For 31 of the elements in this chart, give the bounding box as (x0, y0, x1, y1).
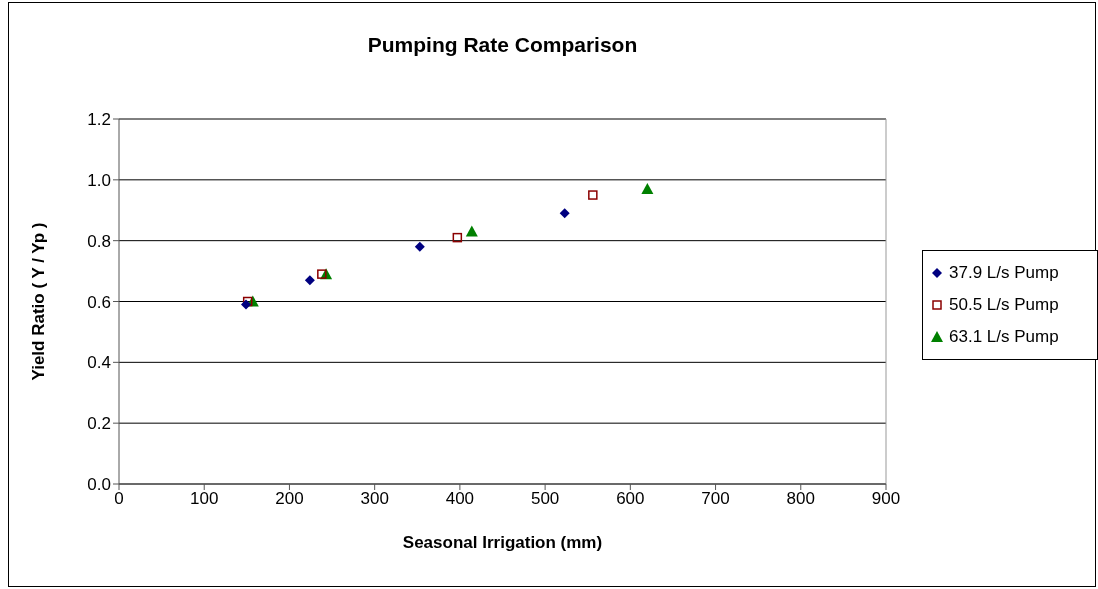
chart-title: Pumping Rate Comparison (366, 33, 639, 57)
y-tick-label: 0.2 (87, 414, 111, 434)
point (317, 269, 327, 279)
x-tick-label: 900 (871, 489, 901, 509)
legend-label: 50.5 L/s Pump (949, 295, 1059, 315)
y-tick-label: 1.2 (87, 110, 111, 130)
x-tick-label: 700 (701, 489, 730, 509)
point (414, 241, 425, 252)
point (588, 190, 598, 200)
y-tick-label: 0.6 (87, 292, 111, 312)
y-tick-label: 0.8 (87, 231, 111, 251)
x-axis-title: Seasonal Irrigation (mm) (402, 533, 603, 552)
legend-label: 37.9 L/s Pump (949, 263, 1059, 283)
point (452, 232, 463, 243)
y-tick-label: 0.0 (87, 475, 111, 495)
point (559, 208, 570, 219)
x-tick-label: 200 (275, 489, 304, 509)
x-tick-label: 300 (360, 489, 389, 509)
x-tick-label: 500 (530, 489, 560, 509)
y-axis-title: Yield Ratio ( Y / Yp ) (29, 222, 49, 381)
x-tick-label: 600 (616, 489, 645, 509)
x-tick-label: 100 (190, 489, 219, 509)
y-tick-label: 0.4 (87, 353, 111, 373)
point (304, 275, 315, 286)
x-tick-label: 800 (786, 489, 815, 509)
point (465, 225, 478, 237)
y-tick-label: 1.0 (87, 170, 111, 190)
x-tick-label: 400 (445, 489, 475, 509)
x-tick-label: 0 (114, 489, 124, 509)
point (641, 182, 654, 194)
legend-label: 63.1 L/s Pump (949, 327, 1059, 347)
